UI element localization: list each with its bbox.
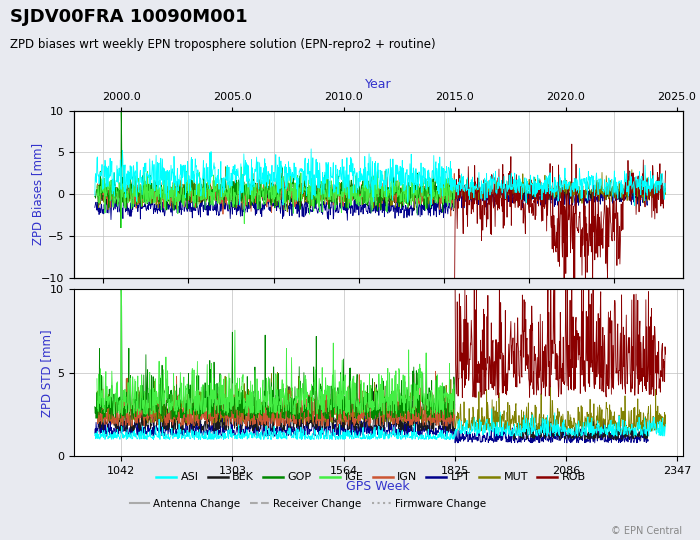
Text: ZPD biases wrt weekly EPN troposphere solution (EPN-repro2 + routine): ZPD biases wrt weekly EPN troposphere so… xyxy=(10,38,436,51)
Legend: ASI, BEK, GOP, IGE, IGN, LPT, MUT, ROB: ASI, BEK, GOP, IGE, IGN, LPT, MUT, ROB xyxy=(152,468,590,487)
Text: © EPN Central: © EPN Central xyxy=(611,525,682,536)
Text: SJDV00FRA 10090M001: SJDV00FRA 10090M001 xyxy=(10,8,248,26)
X-axis label: Year: Year xyxy=(365,78,391,91)
Legend: Antenna Change, Receiver Change, Firmware Change: Antenna Change, Receiver Change, Firmwar… xyxy=(126,495,490,513)
Y-axis label: ZPD STD [mm]: ZPD STD [mm] xyxy=(41,329,53,417)
X-axis label: GPS Week: GPS Week xyxy=(346,480,410,493)
Y-axis label: ZPD Biases [mm]: ZPD Biases [mm] xyxy=(31,143,44,245)
